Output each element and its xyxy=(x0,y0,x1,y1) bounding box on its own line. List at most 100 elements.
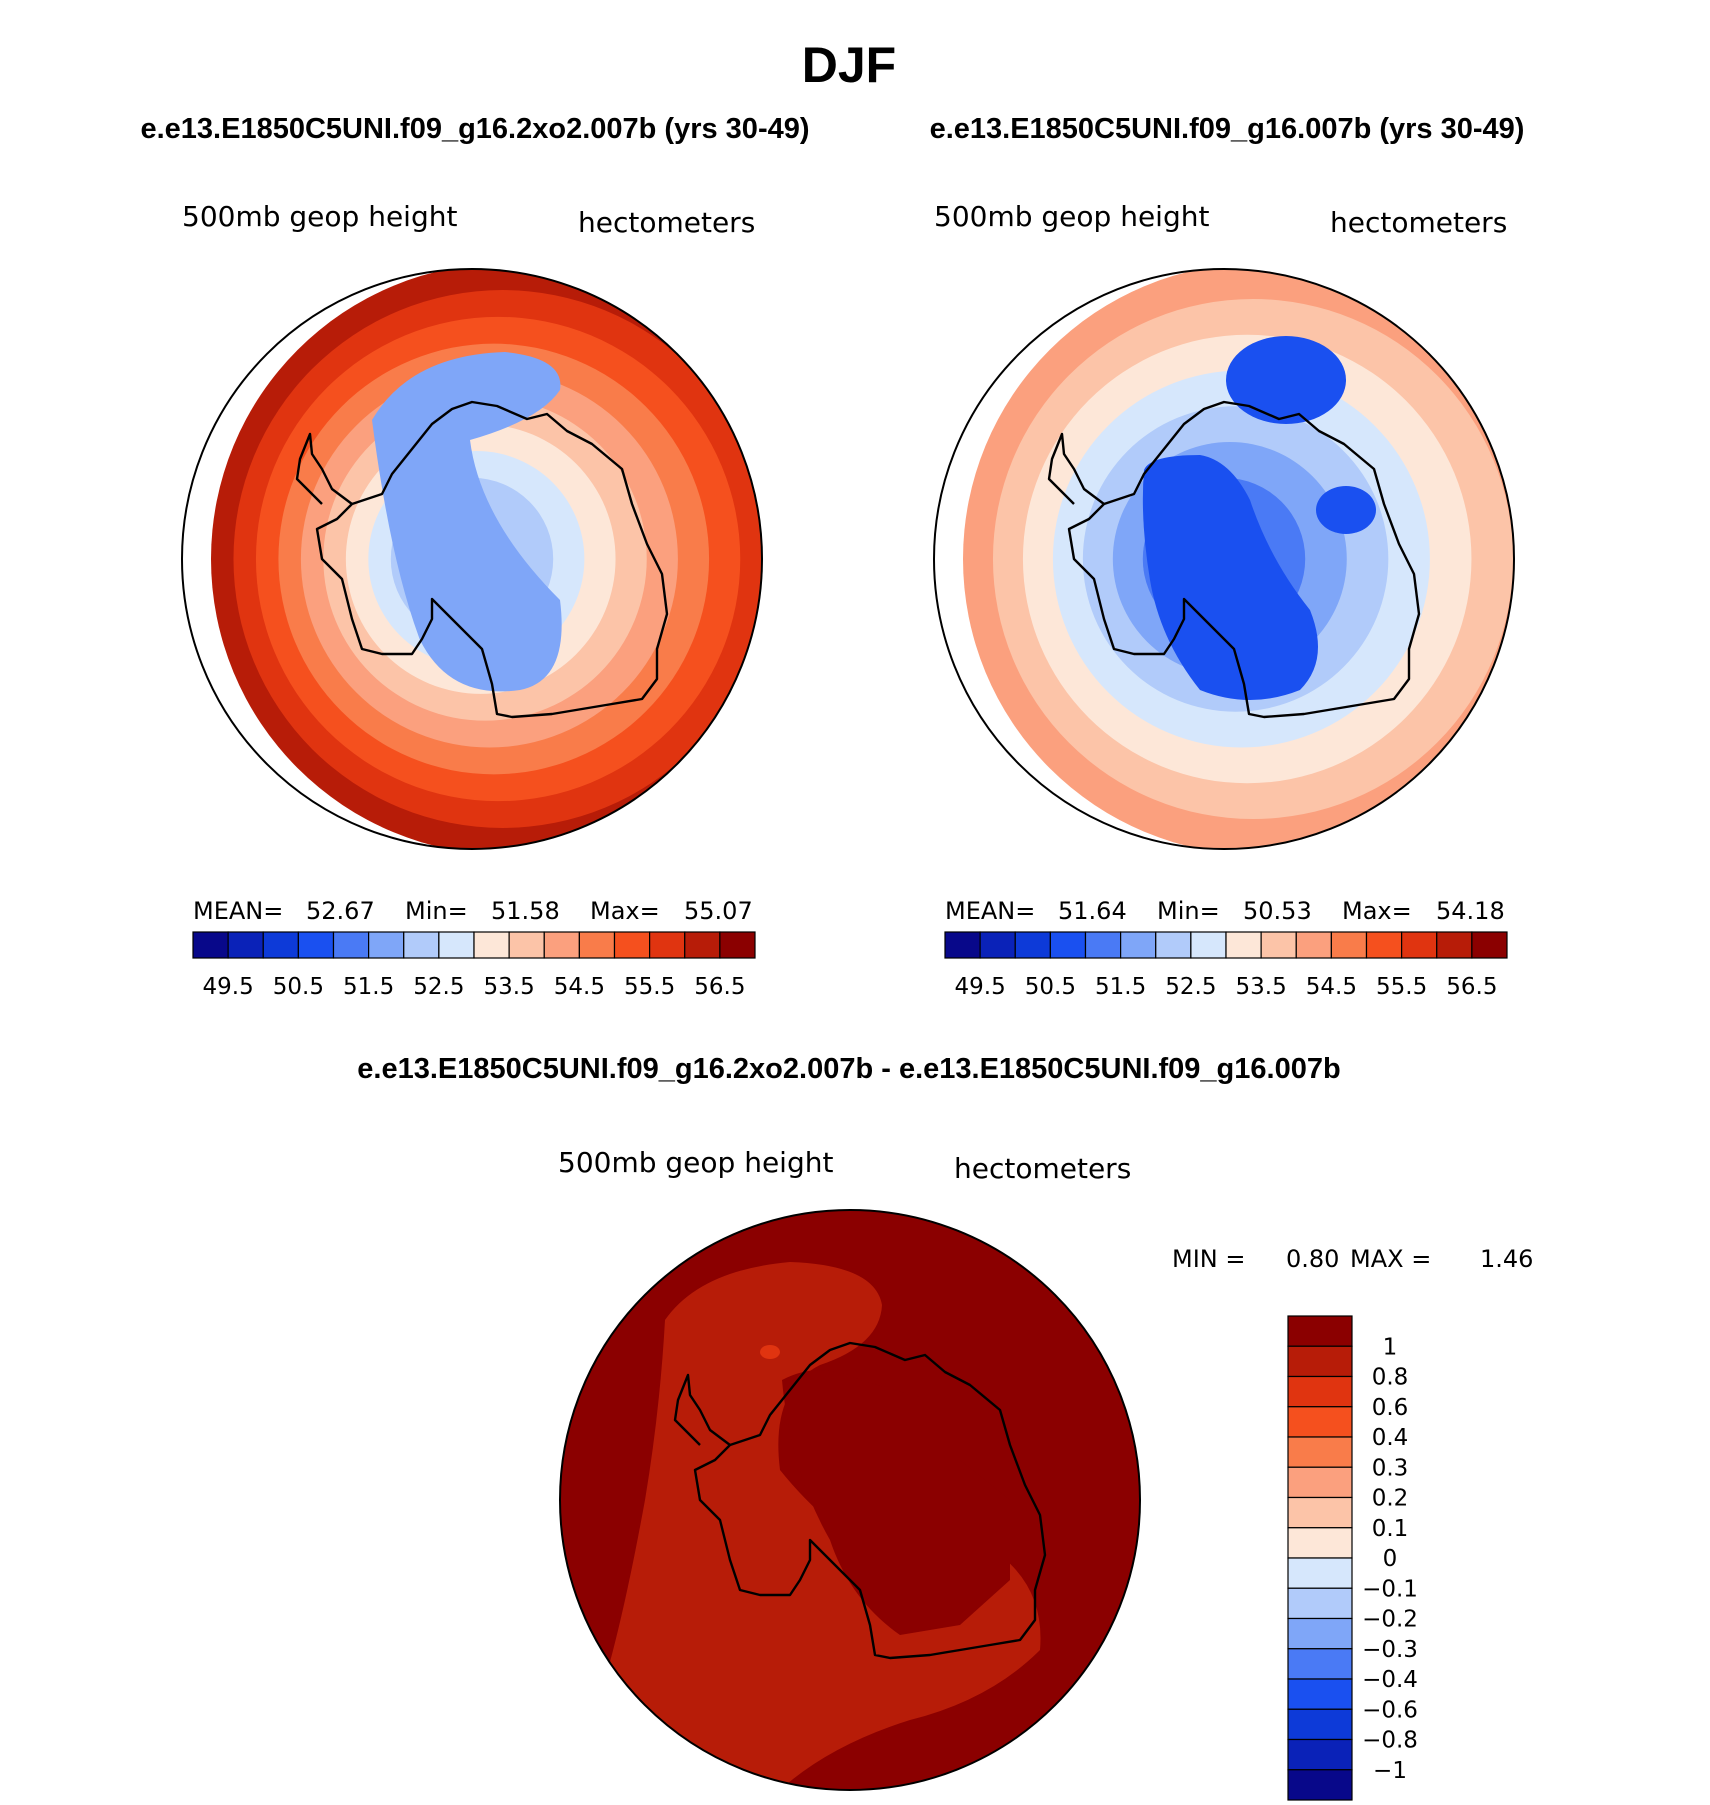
panel-c-colorbar-label: −0.2 xyxy=(1362,1607,1418,1633)
panel-b-colorbar-box xyxy=(1120,931,1157,959)
panel-c-colorbar-label: 0.2 xyxy=(1372,1486,1409,1512)
panel-b-colorbar-box xyxy=(979,931,1016,959)
panel-c-colorbar-label: 0.1 xyxy=(1372,1516,1409,1542)
panel-a-colorbar-label: 50.5 xyxy=(273,974,324,1000)
panel-b-colorbar-box xyxy=(1436,931,1473,959)
panel-b-colorbar-box xyxy=(1190,931,1227,959)
panel-a-colorbar-box xyxy=(684,931,721,959)
panel-a-stats: MEAN= 52.67 Min= 51.58 Max= 55.07 xyxy=(193,897,753,925)
panel-c-colorbar-box xyxy=(1287,1557,1353,1589)
panel-a-colorbar-box xyxy=(438,931,475,959)
panel-a-left-label: 500mb geop height xyxy=(182,200,457,233)
panel-a-colorbar-box xyxy=(613,931,651,959)
panel-b-colorbar-label: 55.5 xyxy=(1376,974,1427,1000)
panel-c-colorbar-box xyxy=(1287,1617,1353,1650)
panel-a-interior-contour xyxy=(372,352,562,692)
panel-c-colorbar-label: 0.8 xyxy=(1372,1365,1409,1391)
panel-a-colorbar-box xyxy=(297,931,335,959)
panel-c-min-value: 0.80 xyxy=(1286,1245,1339,1273)
panel-c-colorbar-box xyxy=(1287,1436,1353,1468)
panel-a-colorbar-box xyxy=(368,931,405,959)
panel-a-colorbar-box xyxy=(719,931,756,959)
panel-b-colorbar-box xyxy=(1295,931,1332,959)
panel-b-min-value: 50.53 xyxy=(1243,897,1312,925)
panel-b-colorbar-box xyxy=(1225,931,1262,959)
panel-a-colorbar-label: 49.5 xyxy=(203,974,254,1000)
panel-c-map-border xyxy=(559,1209,1141,1791)
panel-b-colorbar-box xyxy=(1260,931,1297,959)
panel-c-colorbar-label: −0.3 xyxy=(1362,1637,1418,1663)
panel-c-colorbar-label: 0.3 xyxy=(1372,1455,1409,1481)
panel-b-mean-label: MEAN= xyxy=(945,897,1035,925)
panel-c-colorbar: 1 0.8 0.6 0.4 0.3 0.2 0.1 0 −0.1 −0.2 −0.3 −0.4 −0.6… xyxy=(1287,1315,1418,1801)
panel-a-min-value: 51.58 xyxy=(491,897,560,925)
panel-b-colorbar-box xyxy=(944,931,981,959)
panel-b-colorbar-box xyxy=(1049,931,1087,959)
panel-a-colorbar-box xyxy=(192,931,229,959)
panel-a-colorbar-box xyxy=(332,931,370,959)
panel-c-colorbar-label: 1 xyxy=(1383,1334,1398,1360)
panel-c-colorbar-box xyxy=(1287,1375,1353,1408)
panel-c-colorbar-box xyxy=(1287,1527,1353,1559)
panel-c-colorbar-box xyxy=(1287,1345,1353,1378)
panel-a-colorbar-box xyxy=(473,931,510,959)
panel-b-colorbar-label: 50.5 xyxy=(1025,974,1076,1000)
panel-b-colorbar-label: 54.5 xyxy=(1306,974,1357,1000)
panel-b-colorbar-label: 53.5 xyxy=(1236,974,1287,1000)
panel-a-right-label: hectometers xyxy=(578,206,755,239)
panel-b-max-label: Max= xyxy=(1342,897,1412,925)
panel-c-colorbar-label: −1 xyxy=(1373,1758,1407,1784)
panel-b-colorbar-box xyxy=(1471,931,1508,959)
panel-c-colorbar-box xyxy=(1287,1738,1353,1771)
panel-c-colorbar-label: −0.1 xyxy=(1362,1576,1418,1602)
panel-c-colorbar-label: 0.6 xyxy=(1372,1395,1409,1421)
panel-b-colorbar-box xyxy=(1014,931,1051,959)
panel-b-contour-cell-right xyxy=(1316,486,1376,534)
panel-c-colorbar-box xyxy=(1287,1708,1353,1741)
figure-title: DJF xyxy=(802,37,896,93)
panel-c-max-label: MAX = xyxy=(1350,1245,1431,1273)
panel-b-mean-value: 51.64 xyxy=(1058,897,1127,925)
panel-b-map-border xyxy=(933,268,1515,850)
panel-c-min-label: MIN = xyxy=(1172,1245,1245,1273)
panel-c-stats: MIN = 0.80 MAX = 1.46 xyxy=(1172,1245,1533,1273)
panel-a-mean-value: 52.67 xyxy=(306,897,375,925)
panel-c-left-label: 500mb geop height xyxy=(558,1146,833,1179)
panel-c-colorbar-label: 0 xyxy=(1383,1546,1398,1572)
panel-c-map xyxy=(559,1209,1141,1791)
panel-b-contour-cell-top xyxy=(1226,336,1346,424)
panel-c-colorbar-box xyxy=(1287,1587,1353,1620)
panel-b-colorbar-box xyxy=(1365,931,1403,959)
panel-a-colorbar-label: 54.5 xyxy=(554,974,605,1000)
panel-b-colorbar: 49.5 50.5 51.5 52.5 53.5 54.5 55.5 56.5 xyxy=(944,931,1508,1000)
panel-c-colorbar-box xyxy=(1287,1496,1353,1529)
panel-a-colorbar-label: 55.5 xyxy=(624,974,675,1000)
panel-a-colorbar-box xyxy=(543,931,580,959)
panel-b-stats: MEAN= 51.64 Min= 50.53 Max= 54.18 xyxy=(945,897,1505,925)
panel-a-map-border xyxy=(181,268,763,850)
panel-a-title: e.e13.E1850C5UNI.f09_g16.2xo2.007b (yrs … xyxy=(140,113,809,145)
panel-c-colorbar-box xyxy=(1287,1648,1353,1680)
panel-b-right-label: hectometers xyxy=(1330,206,1507,239)
panel-a-min-label: Min= xyxy=(405,897,468,925)
panel-b-max-value: 54.18 xyxy=(1436,897,1505,925)
panel-c-max-value: 1.46 xyxy=(1480,1245,1533,1273)
panel-a-colorbar-box xyxy=(649,931,686,959)
panel-c-colorbar-label: −0.4 xyxy=(1362,1667,1418,1693)
panel-b-title: e.e13.E1850C5UNI.f09_g16.007b (yrs 30-49… xyxy=(930,113,1525,145)
panel-c-colorbar-label: −0.6 xyxy=(1362,1697,1418,1723)
panel-b-colorbar-label: 51.5 xyxy=(1095,974,1146,1000)
panel-c-right-label: hectometers xyxy=(954,1152,1131,1185)
panel-a-colorbar-box xyxy=(508,931,545,959)
panel-a-colorbar-box xyxy=(227,931,264,959)
panel-c-colorbar-box xyxy=(1287,1406,1353,1438)
panel-c-colorbar-box xyxy=(1287,1466,1353,1499)
panel-a-max-label: Max= xyxy=(590,897,660,925)
panel-c-colorbar-label: −0.8 xyxy=(1362,1728,1418,1754)
panel-b-interior-contour xyxy=(1142,455,1318,700)
panel-c-colorbar-box xyxy=(1287,1315,1353,1347)
panel-a-max-value: 55.07 xyxy=(684,897,753,925)
panel-a-colorbar-box xyxy=(578,931,616,959)
panel-a-mean-label: MEAN= xyxy=(193,897,283,925)
